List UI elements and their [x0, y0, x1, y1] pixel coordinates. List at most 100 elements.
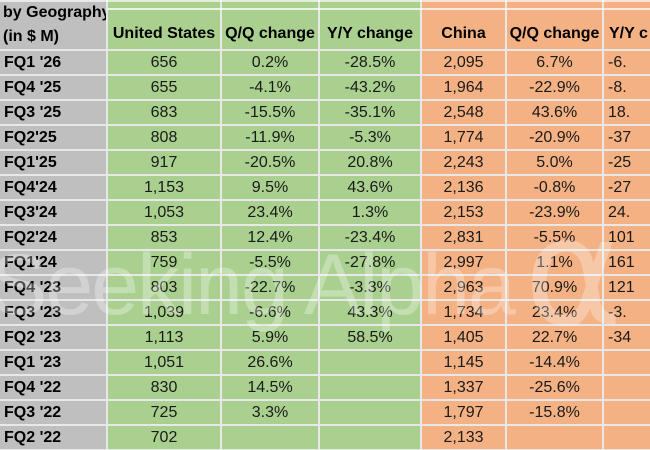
cell-us-revenue[interactable]: 830: [108, 376, 222, 401]
cell-china-qq-change[interactable]: -22.9%: [507, 76, 604, 101]
cell-china-revenue[interactable]: 2,963: [422, 276, 507, 301]
cell-us-revenue[interactable]: 917: [108, 151, 222, 176]
cell-china-qq-change[interactable]: 23.4%: [507, 301, 604, 326]
cell-china-revenue[interactable]: 1,145: [422, 351, 507, 376]
cell-us-qq-change[interactable]: -5.5%: [222, 251, 320, 276]
cell-us-yy-change[interactable]: [320, 351, 422, 376]
row-label[interactable]: FQ2'25: [0, 126, 108, 151]
cell-us-yy-change[interactable]: -3.3%: [320, 276, 422, 301]
cell-china-qq-change[interactable]: [507, 426, 604, 450]
cell-china-qq-change[interactable]: 1.1%: [507, 251, 604, 276]
row-label[interactable]: FQ3 '25: [0, 101, 108, 126]
cell-china-revenue[interactable]: 2,095: [422, 51, 507, 76]
row-label[interactable]: FQ1'25: [0, 151, 108, 176]
row-label[interactable]: FQ2 '23: [0, 326, 108, 351]
cell-us-yy-change[interactable]: -35.1%: [320, 101, 422, 126]
cell-china-yy-change[interactable]: [604, 351, 650, 376]
cell-us-revenue[interactable]: 656: [108, 51, 222, 76]
cell-china-yy-change[interactable]: -6.: [604, 51, 650, 76]
row-label[interactable]: FQ3 '22: [0, 401, 108, 426]
cell-us-yy-change[interactable]: -5.3%: [320, 126, 422, 151]
cell-us-yy-change[interactable]: 1.3%: [320, 201, 422, 226]
cell-china-yy-change[interactable]: [604, 376, 650, 401]
cell-us-yy-change[interactable]: -23.4%: [320, 226, 422, 251]
cell-china-qq-change[interactable]: 43.6%: [507, 101, 604, 126]
cell-us-revenue[interactable]: 1,039: [108, 301, 222, 326]
cell-us-revenue[interactable]: 655: [108, 76, 222, 101]
cell-china-qq-change[interactable]: 5.0%: [507, 151, 604, 176]
cell-us-revenue[interactable]: 1,153: [108, 176, 222, 201]
cell-china-yy-change[interactable]: [604, 401, 650, 426]
cell-us-yy-change[interactable]: 43.3%: [320, 301, 422, 326]
cell-china-revenue[interactable]: 2,136: [422, 176, 507, 201]
cell-china-qq-change[interactable]: -20.9%: [507, 126, 604, 151]
cell-china-yy-change[interactable]: -27: [604, 176, 650, 201]
cell-china-qq-change[interactable]: -25.6%: [507, 376, 604, 401]
cell-china-revenue[interactable]: 2,243: [422, 151, 507, 176]
row-label[interactable]: FQ2'24: [0, 226, 108, 251]
row-label[interactable]: FQ4 '23: [0, 276, 108, 301]
row-label[interactable]: FQ3 '23: [0, 301, 108, 326]
cell-us-yy-change[interactable]: 43.6%: [320, 176, 422, 201]
cell-us-qq-change[interactable]: -22.7%: [222, 276, 320, 301]
cell-us-yy-change[interactable]: -43.2%: [320, 76, 422, 101]
cell-us-yy-change[interactable]: [320, 376, 422, 401]
cell-china-qq-change[interactable]: 70.9%: [507, 276, 604, 301]
cell-us-qq-change[interactable]: [222, 426, 320, 450]
cell-china-yy-change[interactable]: 161: [604, 251, 650, 276]
cell-us-revenue[interactable]: 702: [108, 426, 222, 450]
cell-china-yy-change[interactable]: 18.: [604, 101, 650, 126]
cell-us-yy-change[interactable]: 20.8%: [320, 151, 422, 176]
cell-us-qq-change[interactable]: -11.9%: [222, 126, 320, 151]
cell-us-revenue[interactable]: 683: [108, 101, 222, 126]
cell-china-qq-change[interactable]: -0.8%: [507, 176, 604, 201]
cell-china-revenue[interactable]: 2,133: [422, 426, 507, 450]
table-title-cell[interactable]: by Geography (in $ M): [0, 0, 108, 51]
cell-us-qq-change[interactable]: 5.9%: [222, 326, 320, 351]
cell-china-yy-change[interactable]: [604, 426, 650, 450]
col-header-us-qq-change[interactable]: Q/Q change: [222, 0, 320, 51]
col-header-us-yy-change[interactable]: Y/Y change: [320, 0, 422, 51]
cell-us-qq-change[interactable]: 26.6%: [222, 351, 320, 376]
row-label[interactable]: FQ4'24: [0, 176, 108, 201]
cell-us-yy-change[interactable]: 58.5%: [320, 326, 422, 351]
cell-china-revenue[interactable]: 1,734: [422, 301, 507, 326]
cell-us-qq-change[interactable]: 23.4%: [222, 201, 320, 226]
row-label[interactable]: FQ4 '22: [0, 376, 108, 401]
col-header-cn-qq-change[interactable]: Q/Q change: [507, 0, 604, 51]
cell-us-revenue[interactable]: 1,051: [108, 351, 222, 376]
cell-china-revenue[interactable]: 1,797: [422, 401, 507, 426]
cell-china-qq-change[interactable]: 6.7%: [507, 51, 604, 76]
cell-us-qq-change[interactable]: 14.5%: [222, 376, 320, 401]
cell-us-qq-change[interactable]: -15.5%: [222, 101, 320, 126]
col-header-united-states[interactable]: United States: [108, 0, 222, 51]
cell-china-yy-change[interactable]: 24.: [604, 201, 650, 226]
cell-us-qq-change[interactable]: 0.2%: [222, 51, 320, 76]
cell-us-yy-change[interactable]: -27.8%: [320, 251, 422, 276]
cell-us-yy-change[interactable]: [320, 426, 422, 450]
cell-china-revenue[interactable]: 2,153: [422, 201, 507, 226]
cell-us-qq-change[interactable]: 9.5%: [222, 176, 320, 201]
cell-china-yy-change[interactable]: 101: [604, 226, 650, 251]
cell-china-revenue[interactable]: 1,964: [422, 76, 507, 101]
cell-china-revenue[interactable]: 1,774: [422, 126, 507, 151]
cell-china-revenue[interactable]: 2,831: [422, 226, 507, 251]
cell-us-yy-change[interactable]: -28.5%: [320, 51, 422, 76]
row-label[interactable]: FQ1 '26: [0, 51, 108, 76]
cell-us-qq-change[interactable]: 12.4%: [222, 226, 320, 251]
cell-china-qq-change[interactable]: -23.9%: [507, 201, 604, 226]
row-label[interactable]: FQ4 '25: [0, 76, 108, 101]
cell-china-yy-change[interactable]: -3.: [604, 301, 650, 326]
cell-us-qq-change[interactable]: -6.6%: [222, 301, 320, 326]
row-label[interactable]: FQ2 '22: [0, 426, 108, 450]
cell-us-revenue[interactable]: 725: [108, 401, 222, 426]
cell-china-revenue[interactable]: 2,548: [422, 101, 507, 126]
cell-china-yy-change[interactable]: -37: [604, 126, 650, 151]
cell-china-qq-change[interactable]: 22.7%: [507, 326, 604, 351]
col-header-china[interactable]: China: [422, 0, 507, 51]
cell-china-revenue[interactable]: 1,405: [422, 326, 507, 351]
row-label[interactable]: FQ1 '23: [0, 351, 108, 376]
cell-us-revenue[interactable]: 808: [108, 126, 222, 151]
cell-us-qq-change[interactable]: 3.3%: [222, 401, 320, 426]
cell-china-revenue[interactable]: 1,337: [422, 376, 507, 401]
